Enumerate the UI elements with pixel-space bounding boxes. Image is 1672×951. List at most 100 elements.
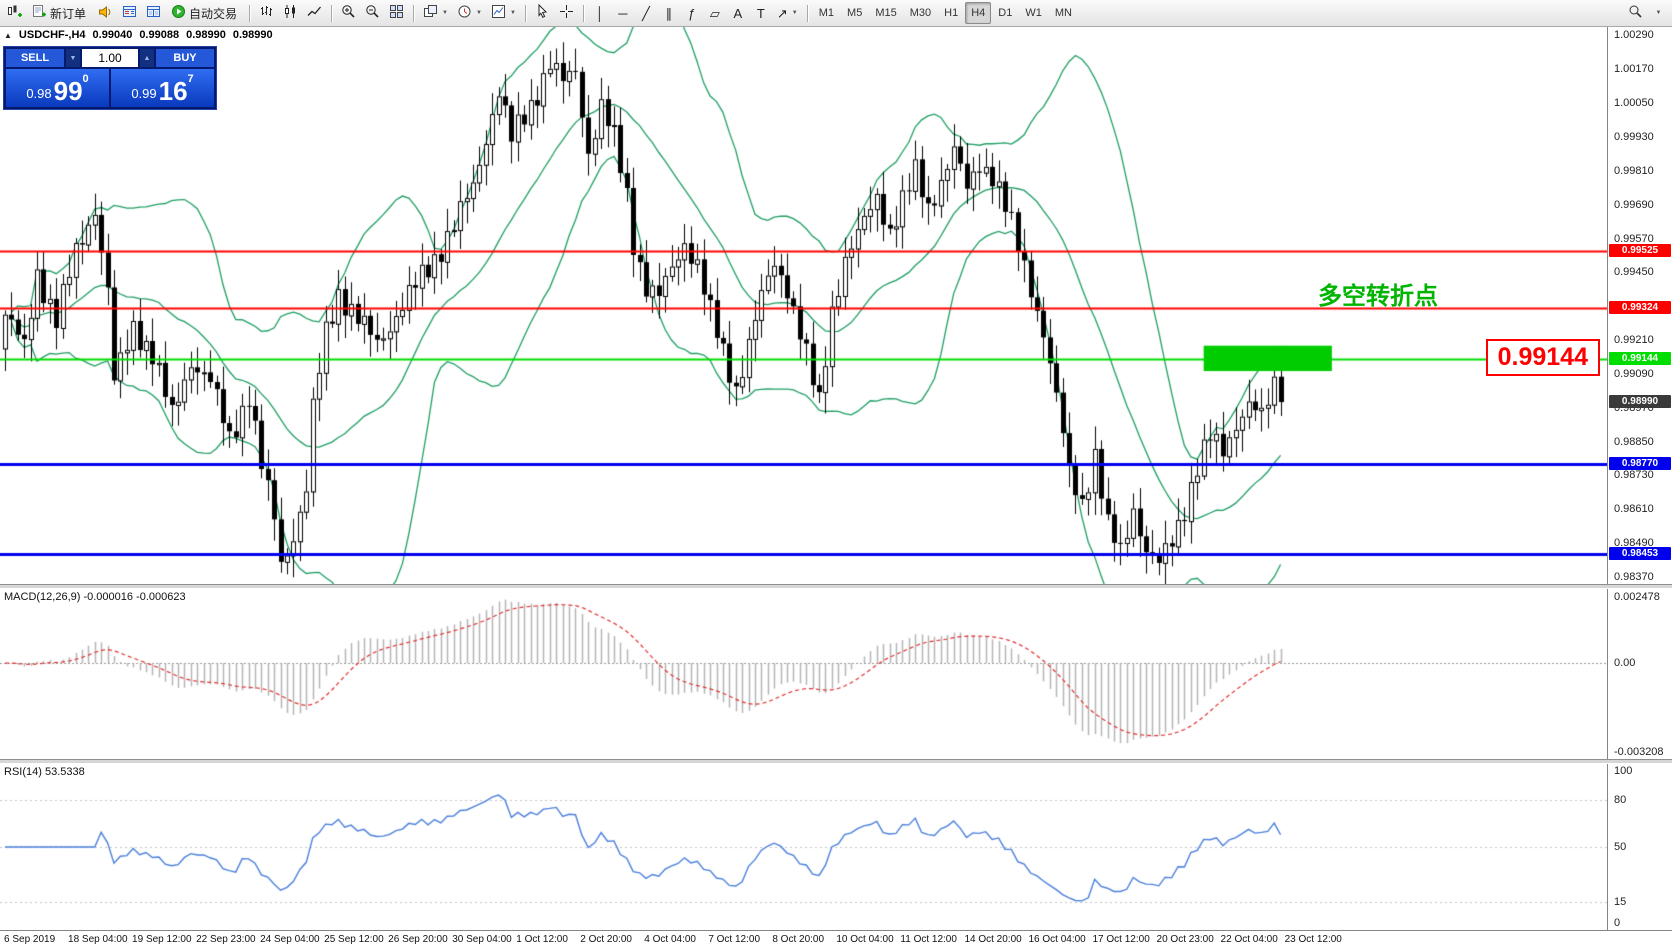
toolbar-separator [249,4,251,22]
time-axis-label: 18 Sep 04:00 [68,934,128,945]
timeframe-m30-button[interactable]: M30 [904,2,937,24]
timeframe-m15-button[interactable]: M15 [869,2,902,24]
price-axis-label: 1.00170 [1614,63,1654,76]
data-window-button[interactable] [142,2,165,24]
tile-windows-icon [389,4,404,22]
timeframe-d1-button[interactable]: D1 [992,2,1018,24]
panel-separator[interactable] [0,759,1672,764]
template-button[interactable]: ▼ [487,2,520,24]
time-axis-label: 14 Oct 20:00 [964,934,1022,945]
toolbar-separator [582,4,584,22]
price-axis-label: 1.00290 [1614,29,1654,42]
symbol-label: USDCHF-,H4 [18,29,86,41]
time-axis-label: 26 Sep 20:00 [388,934,448,945]
price-axis-label: 0.99690 [1614,198,1654,211]
level-price-tag: 0.99525 [1609,244,1671,258]
time-axis-label: 10 Oct 04:00 [836,934,894,945]
fibonacci-tool-button[interactable]: ƒ [681,2,703,24]
new-order-button[interactable]: 新订单 [27,2,93,24]
price-axis[interactable]: 1.00290 1.00170 1.00050 0.99930 0.99810 0.996… [1607,27,1672,584]
rsi-scale-label: 100 [1614,765,1633,777]
text-label-tool-button[interactable]: T [750,2,772,24]
rsi-canvas[interactable] [0,764,1608,930]
price-callout: 0.99144 [1485,338,1600,376]
new-order-icon [32,4,47,22]
candlestick-chart-button[interactable] [279,2,302,24]
sell-button[interactable]: 0.98 99 0 [6,69,109,107]
price-axis-label: 0.98610 [1614,503,1654,516]
time-axis-label: 30 Sep 04:00 [452,934,512,945]
sell-tab[interactable]: SELL [6,49,64,67]
buy-price-main: 0.99 [131,86,157,101]
chevron-down-icon: ▼ [442,10,448,16]
search-button[interactable] [1624,2,1647,24]
trendline-tool-button[interactable]: ╱ [635,2,657,24]
timeframe-m1-button[interactable]: M1 [813,2,840,24]
channel-tool-button[interactable]: ∥ [658,2,680,24]
channel-icon: ∥ [665,5,673,21]
trendline-icon: ╱ [641,5,650,21]
toolbar-separator [331,4,333,22]
shapes-tool-button[interactable]: ▱ [704,2,726,24]
timeframe-h4-button[interactable]: H4 [965,2,992,24]
price-axis-label: 0.98490 [1614,537,1654,550]
buy-price-big: 16 [158,76,188,107]
period-sync-button[interactable]: ▼ [453,2,486,24]
arrows-tool-button[interactable]: ↗ ▼ [773,2,802,24]
volume-input[interactable]: 1.00 [82,49,138,67]
macd-scale-label: 0.002478 [1614,591,1660,603]
sell-price-main: 0.98 [26,86,52,101]
cursor-button[interactable] [531,2,554,24]
zoom-in-button[interactable] [337,2,360,24]
volume-increase-button[interactable]: ▲ [140,49,154,67]
horizontal-line-tool-button[interactable]: ─ [612,2,634,24]
timeframe-h1-button[interactable]: H1 [938,2,964,24]
macd-axis[interactable]: 0.002478 0.00 -0.003208 [1607,589,1672,759]
toolbar-separator [806,4,808,22]
timeframe-w1-button[interactable]: W1 [1019,2,1048,24]
timeframe-mn-button[interactable]: MN [1049,2,1078,24]
time-axis-label: 24 Sep 04:00 [260,934,320,945]
time-axis-label: 11 Oct 12:00 [900,934,957,945]
time-axis-label: 7 Oct 12:00 [708,934,761,945]
toolbar-menu-button[interactable]: ▼ [1647,2,1669,24]
tile-windows-button[interactable] [385,2,408,24]
autotrade-button[interactable]: 自动交易 [166,2,244,24]
bar-chart-button[interactable] [255,2,278,24]
timeframe-m5-button[interactable]: M5 [841,2,868,24]
crosshair-button[interactable] [555,2,578,24]
vertical-line-tool-button[interactable]: │ [589,2,611,24]
volume-decrease-button[interactable]: ▼ [66,49,80,67]
time-axis-label: 23 Oct 12:00 [1284,934,1342,945]
new-chart-button[interactable] [3,2,26,24]
shapes-icon: ▱ [709,5,720,21]
macd-pane: 0.002478 0.00 -0.003208 MACD(12,26,9) -0.0… [0,589,1672,759]
toolbar-right-group: ▼ [1624,2,1669,24]
zoom-out-button[interactable] [361,2,384,24]
time-axis-label: 20 Oct 23:00 [1156,934,1214,945]
alerts-button[interactable] [94,2,117,24]
time-axis-label: 17 Oct 12:00 [1092,934,1150,945]
text-tool-button[interactable]: A [727,2,749,24]
price-chart-pane: 1.00290 1.00170 1.00050 0.99930 0.99810 0.996… [0,27,1672,584]
time-axis-label: 8 Oct 20:00 [772,934,825,945]
arrange-windows-button[interactable]: ▼ [419,2,452,24]
panel-separator[interactable] [0,584,1672,589]
line-chart-button[interactable] [303,2,326,24]
macd-label: MACD(12,26,9) -0.000016 -0.000623 [4,591,186,603]
chevron-down-icon: ▼ [509,10,516,16]
market-watch-button[interactable] [118,2,141,24]
time-axis[interactable]: 6 Sep 2019 18 Sep 04:00 19 Sep 12:00 22 Sep… [0,930,1672,951]
price-axis-label: 0.99090 [1614,367,1654,380]
rsi-scale-label: 15 [1614,896,1627,909]
rsi-axis[interactable]: 100 80 50 15 0 [1607,764,1672,930]
autotrade-play-icon [171,4,186,22]
search-icon [1628,4,1643,22]
macd-canvas[interactable] [0,589,1608,759]
chart-window-icon: ▲ [4,30,12,40]
buy-button[interactable]: 0.99 16 7 [111,69,214,107]
buy-tab[interactable]: BUY [156,49,214,67]
price-chart-canvas[interactable] [0,27,1608,584]
cascade-windows-icon [423,4,438,22]
time-axis-label: 1 Oct 12:00 [516,934,568,945]
